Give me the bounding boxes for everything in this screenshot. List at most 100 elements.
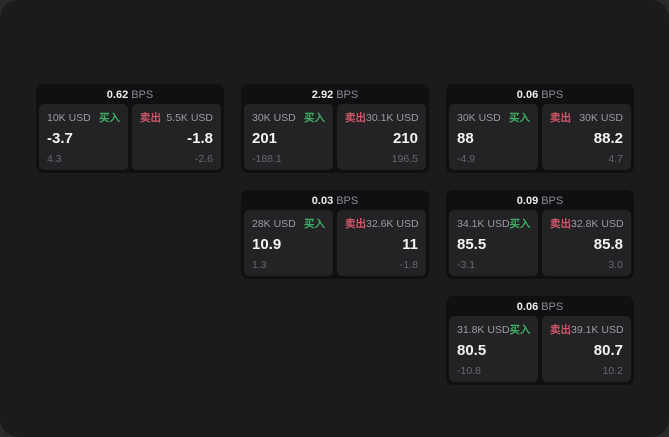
buy-panel-top: 28K USD 买入	[252, 216, 325, 231]
sell-amount: 32.6K USD	[366, 218, 419, 230]
buy-amount: 30K USD	[457, 112, 501, 124]
bps-value: 0.03	[311, 195, 334, 207]
bps-unit: BPS	[131, 89, 154, 101]
bps-header: 0.06 BPS	[449, 299, 631, 316]
sell-panel-top: 卖出 5.5K USD	[140, 110, 213, 125]
sell-price: -1.8	[187, 129, 213, 147]
sell-amount: 30K USD	[579, 112, 623, 124]
sell-panel-top: 卖出 30.1K USD	[345, 110, 419, 125]
sell-sub-value: -2.6	[194, 153, 213, 165]
buy-price: 10.9	[252, 235, 282, 253]
buy-price: 88	[457, 129, 474, 147]
quote-card: 0.03 BPS 28K USD 买入 10.9 1.3 卖出 32.6K USD…	[241, 190, 429, 279]
buy-sub-value: 1.3	[252, 259, 267, 271]
buy-sub-value: -10.8	[457, 365, 481, 377]
buy-side-label: 买入	[304, 218, 325, 230]
sell-price: 11	[402, 235, 418, 253]
buy-panel-top: 30K USD 买入	[252, 110, 325, 125]
buy-panel-top: 34.1K USD 买入	[457, 216, 531, 231]
sell-panel[interactable]: 卖出 30K USD 88.2 4.7	[542, 104, 631, 170]
buy-panel-top: 10K USD 买入	[47, 110, 120, 125]
buy-price: 201	[252, 129, 278, 147]
bps-value: 2.92	[311, 89, 334, 101]
quote-card: 0.06 BPS 31.8K USD 买入 80.5 -10.8 卖出 39.1K…	[446, 296, 634, 385]
quote-card-body: 30K USD 买入 201 -188.1 卖出 30.1K USD 210 1…	[244, 104, 426, 170]
sell-panel[interactable]: 卖出 30.1K USD 210 196.5	[337, 104, 426, 170]
buy-sub-value: -4.9	[457, 153, 476, 165]
buy-panel-top: 31.8K USD 买入	[457, 322, 531, 337]
sell-amount: 5.5K USD	[166, 112, 213, 124]
buy-panel[interactable]: 31.8K USD 买入 80.5 -10.8	[449, 316, 538, 382]
buy-amount: 31.8K USD	[457, 324, 510, 336]
buy-panel[interactable]: 28K USD 买入 10.9 1.3	[244, 210, 333, 276]
sell-side-label: 卖出	[140, 112, 161, 124]
bps-value: 0.62	[106, 89, 129, 101]
buy-panel[interactable]: 30K USD 买入 88 -4.9	[449, 104, 538, 170]
sell-panel[interactable]: 卖出 32.8K USD 85.8 3.0	[542, 210, 631, 276]
sell-sub-value: 196.5	[391, 153, 418, 165]
sell-side-label: 卖出	[550, 324, 571, 336]
sell-side-label: 卖出	[550, 112, 571, 124]
sell-price: 85.8	[593, 235, 623, 253]
quote-card-body: 28K USD 买入 10.9 1.3 卖出 32.6K USD 11 -1.8	[244, 210, 426, 276]
quote-card-body: 34.1K USD 买入 85.5 -3.1 卖出 32.8K USD 85.8…	[449, 210, 631, 276]
sell-sub-value: 10.2	[602, 365, 623, 377]
buy-panel[interactable]: 10K USD 买入 -3.7 4.3	[39, 104, 128, 170]
buy-panel[interactable]: 34.1K USD 买入 85.5 -3.1	[449, 210, 538, 276]
sell-panel-top: 卖出 32.8K USD	[550, 216, 624, 231]
buy-side-label: 买入	[509, 218, 531, 230]
buy-side-label: 买入	[509, 324, 531, 336]
sell-price: 80.7	[593, 341, 623, 359]
quote-card-body: 31.8K USD 买入 80.5 -10.8 卖出 39.1K USD 80.…	[449, 316, 631, 382]
sell-side-label: 卖出	[345, 112, 366, 124]
buy-panel-top: 30K USD 买入	[457, 110, 530, 125]
sell-panel-top: 卖出 39.1K USD	[550, 322, 624, 337]
buy-sub-value: -188.1	[252, 153, 282, 165]
bps-unit: BPS	[336, 89, 359, 101]
sell-panel[interactable]: 卖出 32.6K USD 11 -1.8	[337, 210, 426, 276]
bps-header: 0.62 BPS	[39, 87, 221, 104]
buy-price: 80.5	[457, 341, 487, 359]
bps-unit: BPS	[541, 89, 564, 101]
cards-grid: 0.62 BPS 10K USD 买入 -3.7 4.3 卖出 5.5K USD …	[36, 84, 634, 385]
bps-unit: BPS	[336, 195, 359, 207]
sell-amount: 39.1K USD	[571, 324, 624, 336]
buy-amount: 28K USD	[252, 218, 296, 230]
quote-card: 0.06 BPS 30K USD 买入 88 -4.9 卖出 30K USD 88…	[446, 84, 634, 173]
buy-side-label: 买入	[99, 112, 120, 124]
sell-panel[interactable]: 卖出 39.1K USD 80.7 10.2	[542, 316, 631, 382]
bps-header: 0.09 BPS	[449, 193, 631, 210]
sell-price: 88.2	[593, 129, 623, 147]
quote-card-body: 10K USD 买入 -3.7 4.3 卖出 5.5K USD -1.8 -2.…	[39, 104, 221, 170]
buy-sub-value: 4.3	[47, 153, 62, 165]
bps-header: 0.03 BPS	[244, 193, 426, 210]
sell-panel[interactable]: 卖出 5.5K USD -1.8 -2.6	[132, 104, 221, 170]
sell-sub-value: 4.7	[608, 153, 623, 165]
buy-amount: 34.1K USD	[457, 218, 510, 230]
sell-side-label: 卖出	[550, 218, 571, 230]
sell-side-label: 卖出	[345, 218, 366, 230]
bps-value: 0.06	[516, 301, 539, 313]
sell-sub-value: 3.0	[608, 259, 623, 271]
buy-amount: 30K USD	[252, 112, 296, 124]
bps-value: 0.09	[516, 195, 539, 207]
sell-amount: 32.8K USD	[571, 218, 624, 230]
bps-unit: BPS	[541, 195, 564, 207]
buy-side-label: 买入	[509, 112, 530, 124]
quote-card: 0.62 BPS 10K USD 买入 -3.7 4.3 卖出 5.5K USD …	[36, 84, 224, 173]
buy-amount: 10K USD	[47, 112, 91, 124]
sell-sub-value: -1.8	[399, 259, 418, 271]
buy-price: -3.7	[47, 129, 73, 147]
buy-panel[interactable]: 30K USD 买入 201 -188.1	[244, 104, 333, 170]
sell-panel-top: 卖出 30K USD	[550, 110, 623, 125]
quote-card: 0.09 BPS 34.1K USD 买入 85.5 -3.1 卖出 32.8K …	[446, 190, 634, 279]
bps-value: 0.06	[516, 89, 539, 101]
bps-unit: BPS	[541, 301, 564, 313]
sell-price: 210	[392, 129, 418, 147]
buy-sub-value: -3.1	[457, 259, 476, 271]
bps-header: 2.92 BPS	[244, 87, 426, 104]
quote-card-body: 30K USD 买入 88 -4.9 卖出 30K USD 88.2 4.7	[449, 104, 631, 170]
buy-side-label: 买入	[304, 112, 325, 124]
bps-header: 0.06 BPS	[449, 87, 631, 104]
